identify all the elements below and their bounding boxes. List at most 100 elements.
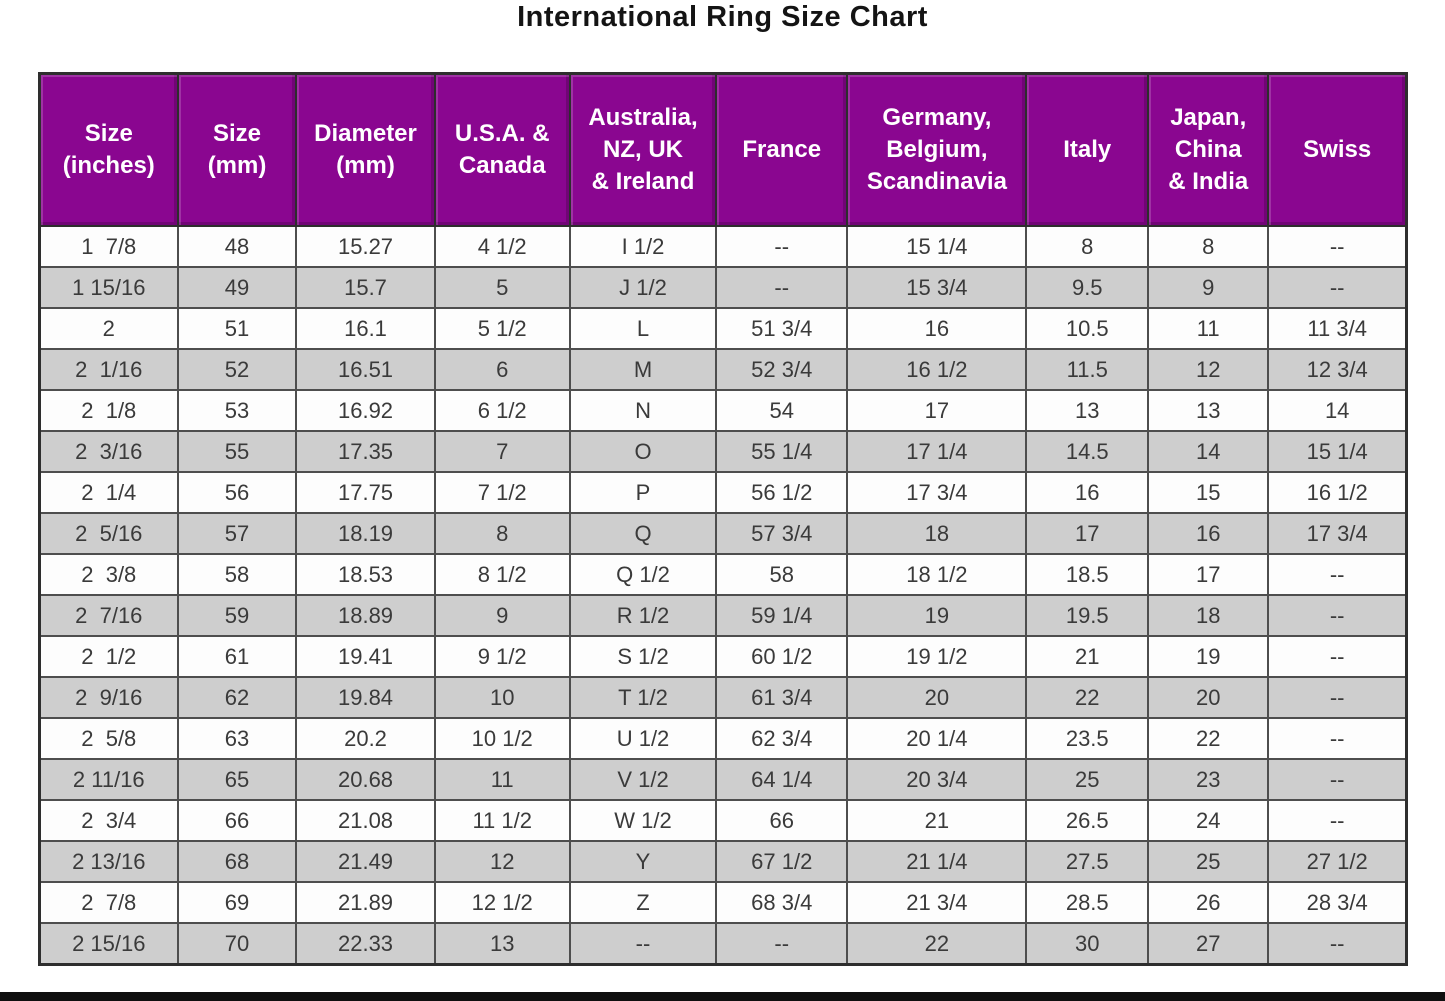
table-cell: 27 xyxy=(1147,922,1270,966)
table-cell: 13 xyxy=(1025,389,1150,432)
table-cell: 23 xyxy=(1147,758,1270,801)
table-row: 2 3/8 58 18.53 8 1/2 Q 1/2 58 18 1/2 18.5 17 -- xyxy=(38,553,1408,596)
table-cell: 55 1/4 xyxy=(715,430,849,473)
table-cell: 20 xyxy=(1147,676,1270,719)
table-cell: 65 xyxy=(176,758,298,801)
table-cell: 22 xyxy=(1025,676,1150,719)
table-cell: 51 xyxy=(176,307,298,350)
column-header: Italy xyxy=(1025,72,1150,227)
column-header: Diameter (mm) xyxy=(295,72,436,227)
table-cell: 8 xyxy=(1025,225,1150,268)
table-cell: Z xyxy=(568,881,718,924)
table-cell: 18 1/2 xyxy=(846,553,1028,596)
table-cell: 14 xyxy=(1267,389,1408,432)
table-cell: 7 1/2 xyxy=(433,471,571,514)
table-cell: 61 xyxy=(176,635,298,678)
table-cell: -- xyxy=(1267,717,1408,760)
column-header: Size (mm) xyxy=(176,72,298,227)
table-cell: 68 3/4 xyxy=(715,881,849,924)
table-cell: 10.5 xyxy=(1025,307,1150,350)
column-header: Japan, China & India xyxy=(1147,72,1270,227)
table-cell: 19.41 xyxy=(295,635,436,678)
table-cell: -- xyxy=(568,922,718,966)
table-cell: 8 xyxy=(433,512,571,555)
column-header: U.S.A. & Canada xyxy=(433,72,571,227)
table-cell: 15.27 xyxy=(295,225,436,268)
table-cell: 61 3/4 xyxy=(715,676,849,719)
table-cell: 16 1/2 xyxy=(846,348,1028,391)
table-cell: 67 1/2 xyxy=(715,840,849,883)
table-cell: 12 xyxy=(433,840,571,883)
table-cell: 2 3/8 xyxy=(38,553,179,596)
table-cell: 2 5/16 xyxy=(38,512,179,555)
table-cell: O xyxy=(568,430,718,473)
table-cell: -- xyxy=(715,225,849,268)
table-cell: 24 xyxy=(1147,799,1270,842)
table-cell: 16.1 xyxy=(295,307,436,350)
table-cell: 57 xyxy=(176,512,298,555)
table-cell: 2 7/16 xyxy=(38,594,179,637)
table-cell: 2 7/8 xyxy=(38,881,179,924)
table-cell: P xyxy=(568,471,718,514)
table-cell: 28.5 xyxy=(1025,881,1150,924)
table-cell: 59 1/4 xyxy=(715,594,849,637)
table-cell: 20 3/4 xyxy=(846,758,1028,801)
table-cell: 66 xyxy=(176,799,298,842)
table-cell: 22 xyxy=(846,922,1028,966)
table-cell: 16 xyxy=(846,307,1028,350)
table-cell: 14 xyxy=(1147,430,1270,473)
table-cell: 19 xyxy=(846,594,1028,637)
table-cell: Q 1/2 xyxy=(568,553,718,596)
table-cell: -- xyxy=(1267,799,1408,842)
table-cell: 59 xyxy=(176,594,298,637)
table-cell: 51 3/4 xyxy=(715,307,849,350)
table-cell: 18.19 xyxy=(295,512,436,555)
table-row: 2 13/16 68 21.49 12 Y 67 1/2 21 1/4 27.5 25 27 1/… xyxy=(38,840,1408,883)
table-cell: U 1/2 xyxy=(568,717,718,760)
table-cell: 25 xyxy=(1147,840,1270,883)
table-cell: 18.89 xyxy=(295,594,436,637)
table-cell: 68 xyxy=(176,840,298,883)
table-cell: 64 1/4 xyxy=(715,758,849,801)
table-cell: -- xyxy=(1267,594,1408,637)
table-cell: 62 xyxy=(176,676,298,719)
table-cell: 21.89 xyxy=(295,881,436,924)
table-cell: 69 xyxy=(176,881,298,924)
table-cell: 17 xyxy=(1025,512,1150,555)
table-row: 1 7/8 48 15.27 4 1/2 I 1/2 -- 15 1/4 8 8 -- xyxy=(38,225,1408,268)
column-header: Size (inches) xyxy=(38,72,179,227)
table-row: 2 3/4 66 21.08 11 1/2 W 1/2 66 21 26.5 24 -- xyxy=(38,799,1408,842)
table-cell: 18.5 xyxy=(1025,553,1150,596)
table-cell: 13 xyxy=(1147,389,1270,432)
table-cell: 15.7 xyxy=(295,266,436,309)
table-cell: N xyxy=(568,389,718,432)
table-cell: -- xyxy=(1267,553,1408,596)
table-cell: 21.08 xyxy=(295,799,436,842)
table-cell: 5 1/2 xyxy=(433,307,571,350)
table-cell: 28 3/4 xyxy=(1267,881,1408,924)
table-row: 2 9/16 62 19.84 10 T 1/2 61 3/4 20 22 20 -- xyxy=(38,676,1408,719)
page-title: International Ring Size Chart xyxy=(517,1,928,33)
table-cell: 21 3/4 xyxy=(846,881,1028,924)
table-cell: 5 xyxy=(433,266,571,309)
table-cell: 17.35 xyxy=(295,430,436,473)
table-cell: 16 xyxy=(1147,512,1270,555)
table-cell: 22.33 xyxy=(295,922,436,966)
table-cell: 17 xyxy=(846,389,1028,432)
table-cell: 11 xyxy=(1147,307,1270,350)
bottom-border-bar xyxy=(0,992,1445,1001)
table-cell: 66 xyxy=(715,799,849,842)
table-cell: 17.75 xyxy=(295,471,436,514)
table-cell: 2 3/4 xyxy=(38,799,179,842)
table-cell: 12 3/4 xyxy=(1267,348,1408,391)
table-cell: 25 xyxy=(1025,758,1150,801)
table-cell: 52 xyxy=(176,348,298,391)
table-row: 2 1/4 56 17.75 7 1/2 P 56 1/2 17 3/4 16 15 16 1/2 xyxy=(38,471,1408,514)
table-cell: 9 xyxy=(433,594,571,637)
table-cell: 62 3/4 xyxy=(715,717,849,760)
table-cell: 11 3/4 xyxy=(1267,307,1408,350)
table-cell: 2 13/16 xyxy=(38,840,179,883)
table-cell: 10 xyxy=(433,676,571,719)
table-cell: R 1/2 xyxy=(568,594,718,637)
